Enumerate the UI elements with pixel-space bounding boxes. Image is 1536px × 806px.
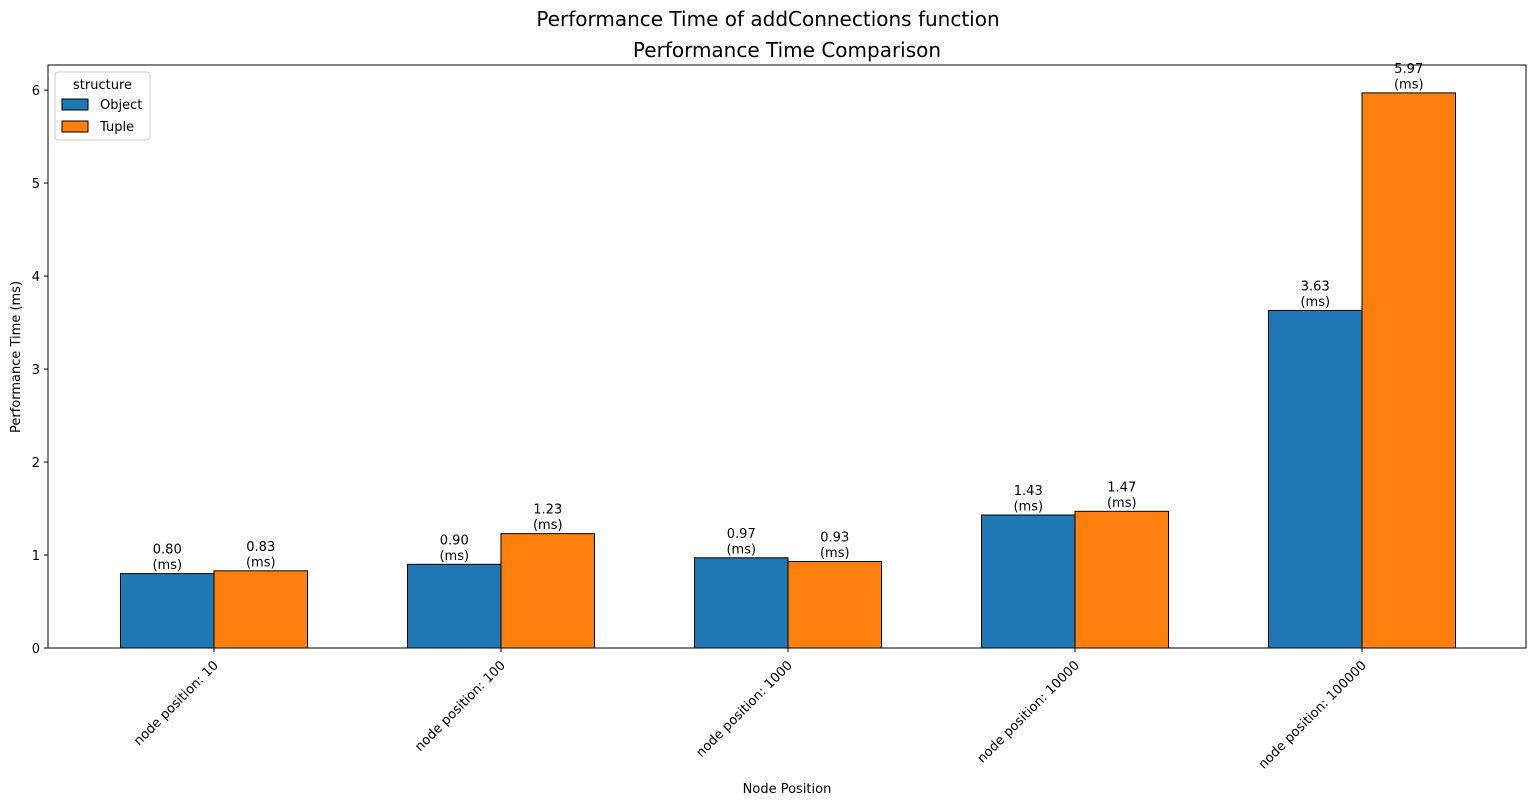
y-tick-label-5: 5: [32, 177, 40, 192]
legend[interactable]: structure Object Tuple: [54, 71, 151, 141]
bar-object-0: [120, 573, 215, 649]
bars-layer: [120, 92, 1456, 649]
bar-object-3: [981, 514, 1076, 649]
bar-tuple-4: [1361, 92, 1456, 649]
y-tick-label-3: 3: [32, 363, 40, 378]
bar-label-object-2: 0.97 (ms): [726, 527, 756, 558]
legend-label-tuple: Tuple: [99, 120, 134, 135]
bar-label-tuple-0: 0.83 (ms): [246, 540, 276, 571]
chart-title: Performance Time Comparison: [633, 38, 941, 62]
bar-label-object-0: 0.80 (ms): [152, 543, 182, 574]
legend-swatch-tuple: [61, 120, 89, 133]
bar-label-tuple-4: 5.97 (ms): [1394, 62, 1424, 93]
y-axis-label: Performance Time (ms): [9, 281, 24, 433]
bar-tuple-3: [1074, 510, 1169, 649]
y-tick-label-1: 1: [32, 549, 40, 564]
bar-object-1: [407, 563, 502, 649]
bar-label-object-1: 0.90 (ms): [439, 533, 469, 564]
x-axis: node position: 10 node position: 100 node …: [131, 648, 1370, 772]
bar-labels-layer: 0.80 (ms) 0.83 (ms) 0.90 (ms) 1.23 (ms) 0.97 (ms)…: [152, 62, 1423, 573]
y-tick-label-0: 0: [32, 642, 40, 657]
bar-label-object-4: 3.63 (ms): [1300, 279, 1330, 310]
bar-label-tuple-2: 0.93 (ms): [820, 531, 850, 562]
bar-tuple-2: [787, 561, 882, 649]
x-axis-label: Node Position: [743, 782, 832, 797]
x-tick-label-2: node position: 1000: [694, 658, 796, 760]
x-tick-label-4: node position: 100000: [1256, 658, 1370, 772]
legend-label-object: Object: [100, 98, 142, 113]
legend-title: structure: [73, 78, 132, 93]
y-axis: 0 1 2 3 4 5 6: [32, 84, 48, 657]
y-tick-label-6: 6: [32, 84, 40, 99]
bar-label-tuple-3: 1.47 (ms): [1107, 480, 1137, 511]
legend-swatch-object: [61, 98, 89, 111]
plot-area-frame: [47, 64, 1527, 649]
bar-tuple-1: [500, 533, 595, 649]
bar-label-object-3: 1.43 (ms): [1013, 484, 1043, 515]
bar-label-tuple-1: 1.23 (ms): [533, 503, 563, 534]
figure-suptitle: Performance Time of addConnections funct…: [536, 7, 999, 31]
x-tick-label-1: node position: 100: [412, 658, 508, 754]
y-tick-label-4: 4: [32, 270, 40, 285]
x-tick-label-0: node position: 10: [131, 658, 222, 749]
y-tick-label-2: 2: [32, 456, 40, 471]
x-tick-label-3: node position: 10000: [975, 658, 1083, 766]
bar-object-4: [1268, 309, 1363, 649]
bar-object-2: [694, 557, 789, 649]
bar-tuple-0: [213, 570, 308, 649]
